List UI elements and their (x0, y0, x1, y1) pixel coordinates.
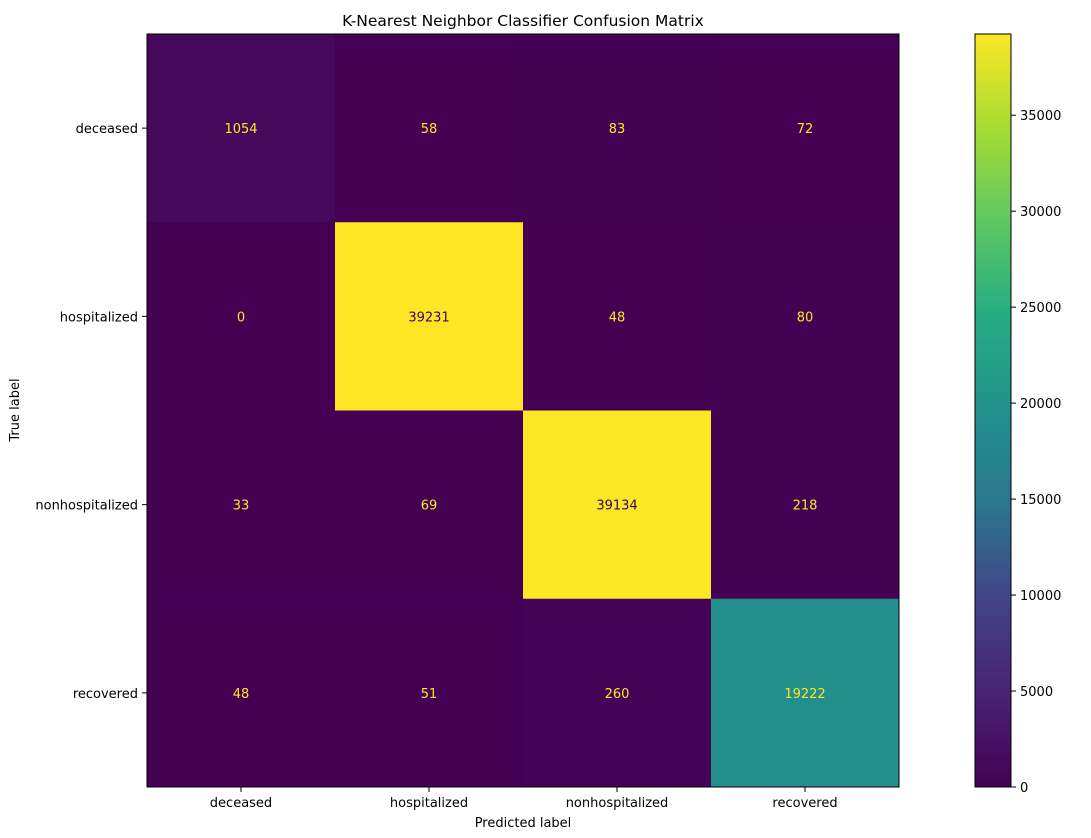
matrix-cell (711, 222, 900, 411)
colorbar: 0 5000 10000 15000 20000 25000 30000 35000 (974, 33, 1061, 796)
cell-value-label: 51 (421, 687, 438, 702)
cell-value-label: 80 (797, 310, 814, 325)
cell-value-label: 72 (797, 122, 814, 137)
cell-value-label: 33 (233, 499, 250, 514)
colorbar-tick-label: 35000 (1020, 109, 1061, 124)
x-axis-ticks: deceased hospitalized nonhospitalized recov… (210, 787, 838, 811)
colorbar-tick-label: 5000 (1020, 685, 1053, 700)
matrix-cell (523, 410, 712, 600)
x-tick-label: deceased (210, 796, 272, 811)
cell-value-label: 58 (421, 122, 438, 137)
matrix-cell (523, 222, 712, 411)
x-tick-label: recovered (772, 796, 837, 811)
matrix-cell (711, 598, 900, 788)
colorbar-gradient (974, 33, 1012, 788)
x-axis-label: Predicted label (475, 816, 572, 831)
cell-value-label: 39134 (596, 499, 637, 514)
cell-value-label: 69 (421, 499, 438, 514)
matrix-cells: 1054 58 83 72 0 39231 48 80 33 69 39134 218 48 51 260 1… (147, 34, 900, 788)
chart-title: K-Nearest Neighbor Classifier Confusion … (342, 12, 704, 30)
x-tick-label: nonhospitalized (566, 796, 669, 811)
colorbar-tick-label: 15000 (1020, 493, 1061, 508)
cell-value-label: 48 (609, 310, 626, 325)
y-axis-label: True label (8, 378, 23, 442)
matrix-cell (147, 34, 336, 223)
y-axis-ticks: deceased hospitalized nonhospitalized recov… (35, 122, 147, 702)
y-tick-label: hospitalized (60, 310, 138, 325)
matrix-cell (711, 410, 900, 600)
colorbar-tick-label: 20000 (1020, 397, 1061, 412)
colorbar-tick-label: 30000 (1020, 205, 1061, 220)
cell-value-label: 48 (233, 687, 250, 702)
y-tick-label: nonhospitalized (35, 499, 138, 514)
matrix-cell (523, 598, 712, 788)
cell-value-label: 83 (609, 122, 626, 137)
matrix-cell (147, 222, 336, 411)
colorbar-tick-label: 25000 (1020, 301, 1061, 316)
matrix-cell (335, 222, 524, 411)
y-tick-label: deceased (76, 122, 138, 137)
cell-value-label: 0 (237, 310, 245, 325)
plot-frame (146, 33, 900, 788)
matrix-cell (711, 34, 900, 223)
matrix-cell (147, 410, 336, 600)
x-tick-label: hospitalized (390, 796, 468, 811)
cell-value-label: 1054 (224, 122, 257, 137)
cell-value-label: 19222 (784, 687, 825, 702)
matrix-cell (335, 34, 524, 223)
matrix-cell (523, 34, 712, 223)
y-tick-label: recovered (73, 687, 138, 702)
cell-value-label: 39231 (408, 310, 449, 325)
matrix-cell (147, 598, 336, 788)
matrix-cell (335, 598, 524, 788)
colorbar-tick-label: 10000 (1020, 589, 1061, 604)
matrix-cell (335, 410, 524, 600)
cell-value-label: 260 (605, 687, 630, 702)
colorbar-tick-label: 0 (1020, 781, 1028, 796)
cell-value-label: 218 (793, 499, 818, 514)
